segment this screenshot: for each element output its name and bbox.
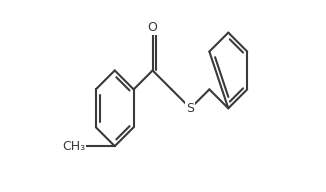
Text: S: S — [186, 102, 194, 115]
Text: O: O — [148, 21, 157, 34]
Text: CH₃: CH₃ — [62, 140, 85, 153]
